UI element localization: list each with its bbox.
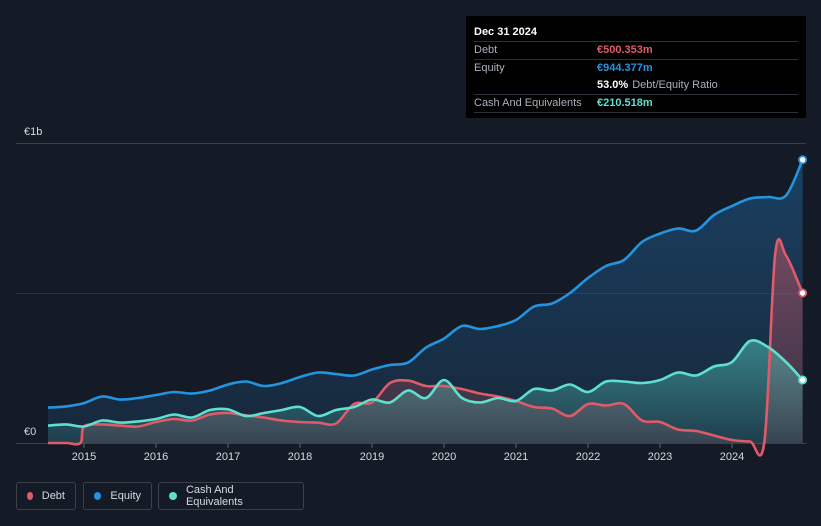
- tooltip-ratio-spacer: [474, 77, 597, 94]
- x-tick-label-2021: 2021: [504, 451, 528, 463]
- series-areas: [48, 159, 803, 456]
- x-tick-label-2020: 2020: [432, 451, 456, 463]
- tooltip-row-cash: Cash And Equivalents €210.518m: [474, 94, 798, 113]
- tooltip-ratio-value: 53.0%: [597, 79, 629, 91]
- legend-item-debt[interactable]: Debt: [16, 482, 76, 510]
- x-tick-label-2015: 2015: [72, 451, 96, 463]
- tooltip-equity-label: Equity: [474, 62, 505, 74]
- x-tick-label-2023: 2023: [648, 451, 672, 463]
- x-tick-label-2024: 2024: [720, 451, 744, 463]
- legend-item-equity[interactable]: Equity: [83, 482, 152, 510]
- series-endpoints: [798, 155, 808, 385]
- legend-equity-label: Equity: [110, 490, 141, 502]
- tooltip-equity-value: €944.377m: [597, 62, 653, 74]
- data-tooltip: Dec 31 2024 Debt €500.353m Equity €944.3…: [466, 16, 806, 118]
- debt-dot-icon: [27, 492, 33, 500]
- tooltip-cash-label: Cash And Equivalents: [474, 97, 582, 109]
- cash-endpoint: [798, 375, 808, 385]
- x-tick-label-2022: 2022: [576, 451, 600, 463]
- cash-line: [47, 339, 804, 428]
- tooltip-date: Dec 31 2024: [474, 26, 537, 38]
- tooltip-row-ratio: 53.0% Debt/Equity Ratio: [474, 77, 798, 94]
- equity-area: [48, 159, 803, 444]
- equity-endpoint: [798, 155, 808, 165]
- x-tick-label-2019: 2019: [360, 451, 384, 463]
- x-tick-label-2017: 2017: [216, 451, 240, 463]
- debt-line: [48, 237, 804, 457]
- tooltip-cash-value: €210.518m: [597, 97, 653, 109]
- y-tick-label-top: €1b: [24, 126, 42, 138]
- tooltip-ratio-label: Debt/Equity Ratio: [632, 79, 718, 91]
- legend-item-cash[interactable]: Cash And Equivalents: [158, 482, 304, 510]
- y-tick-label-zero: €0: [24, 426, 36, 438]
- series-lines: [47, 159, 804, 457]
- equity-line: [47, 159, 804, 409]
- legend-debt-label: Debt: [41, 490, 65, 502]
- x-tick-label-2018: 2018: [288, 451, 312, 463]
- equity-dot-icon: [94, 492, 102, 500]
- cash-area: [48, 340, 803, 443]
- x-tick-label-2016: 2016: [144, 451, 168, 463]
- tooltip-debt-label: Debt: [474, 44, 498, 56]
- cash-dot-icon: [169, 492, 177, 500]
- debt-endpoint: [798, 288, 808, 298]
- x-axis-ticks: 2015 2016 2017 2018 2019 2020 2021 2022 2023 2024: [72, 443, 744, 463]
- legend-cash-label: Cash And Equivalents: [185, 484, 243, 508]
- tooltip-debt-value: €500.353m: [597, 44, 653, 56]
- tooltip-row-debt: Debt €500.353m: [474, 41, 798, 59]
- tooltip-row-equity: Equity €944.377m: [474, 59, 798, 77]
